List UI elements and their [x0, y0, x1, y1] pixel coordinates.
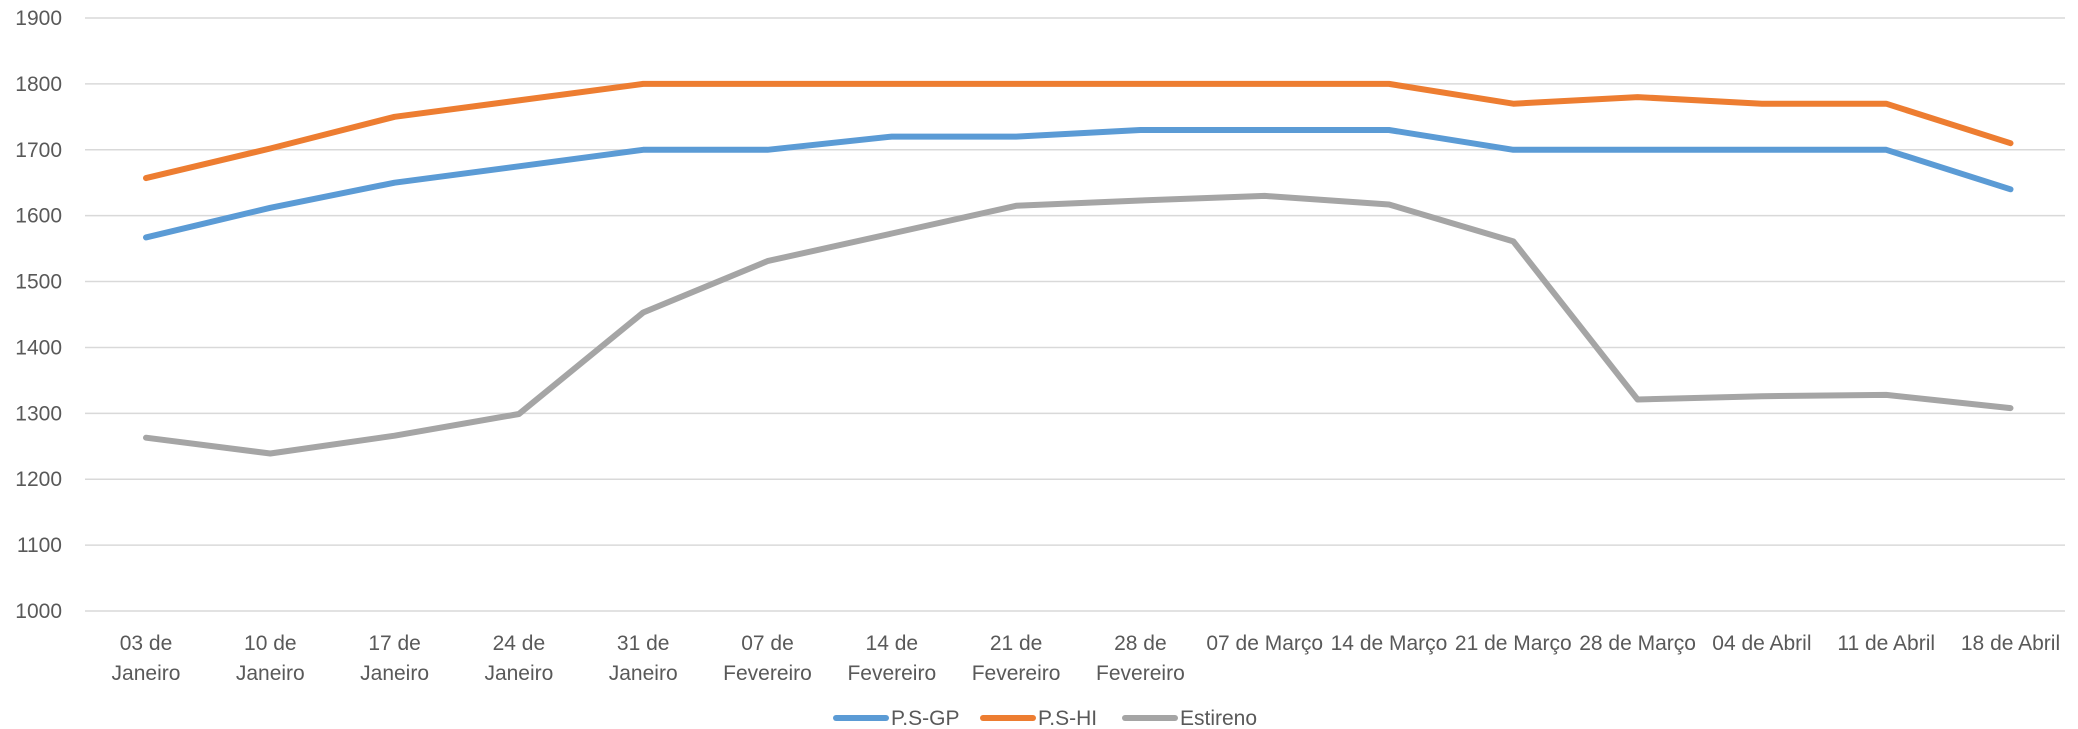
series-line-estireno [143, 192, 2014, 457]
series-lines [143, 80, 2014, 457]
x-tick-label: 18 de Abril [1961, 632, 2060, 655]
x-tick-label: 14 de Fevereiro [847, 632, 936, 685]
x-tick-label: 11 de Abril [1837, 632, 1935, 655]
y-axis-tick-labels: 1000 1100 1200 1300 1400 1500 1600 1700 1800 1900 [15, 7, 62, 623]
legend-label: P.S-HI [1038, 707, 1097, 729]
y-tick-label: 1200 [15, 468, 62, 491]
y-tick-label: 1300 [15, 402, 62, 425]
y-tick-label: 1400 [15, 336, 62, 359]
x-tick-label: 31 de Janeiro [609, 632, 678, 685]
x-tick-label: 21 de Fevereiro [972, 632, 1061, 685]
x-tick-label: 24 de Janeiro [484, 632, 553, 685]
x-tick-label: 28 de Fevereiro [1096, 632, 1185, 685]
y-tick-label: 1100 [17, 534, 62, 557]
y-tick-label: 1600 [15, 205, 62, 228]
x-tick-label: 14 de Março [1331, 632, 1448, 655]
x-tick-label: 04 de Abril [1712, 632, 1811, 655]
legend-label: Estireno [1180, 707, 1257, 729]
series-line-p-s-hi [143, 80, 2014, 182]
legend: P.S-GP P.S-HI Estireno [833, 707, 1257, 729]
gridlines [85, 17, 2065, 612]
y-tick-label: 1800 [15, 73, 62, 96]
x-tick-label: 28 de Março [1579, 632, 1696, 655]
y-tick-label: 1000 [15, 600, 62, 623]
x-tick-label: 21 de Março [1455, 632, 1572, 655]
x-tick-label: 03 de Janeiro [112, 632, 181, 685]
y-tick-label: 1500 [15, 271, 62, 294]
y-tick-label: 1700 [15, 139, 62, 162]
y-tick-label: 1900 [15, 7, 62, 30]
x-tick-label: 17 de Janeiro [360, 632, 429, 685]
legend-label: P.S-GP [891, 707, 959, 729]
x-axis-tick-labels: 03 de Janeiro 10 de Janeiro 17 de Janeiro 24 d… [112, 632, 2061, 685]
x-tick-label: 10 de Janeiro [236, 632, 305, 685]
series-line-p-s-gp [143, 127, 2014, 241]
x-tick-label: 07 de Fevereiro [723, 632, 812, 685]
x-tick-label: 07 de Março [1206, 632, 1323, 655]
